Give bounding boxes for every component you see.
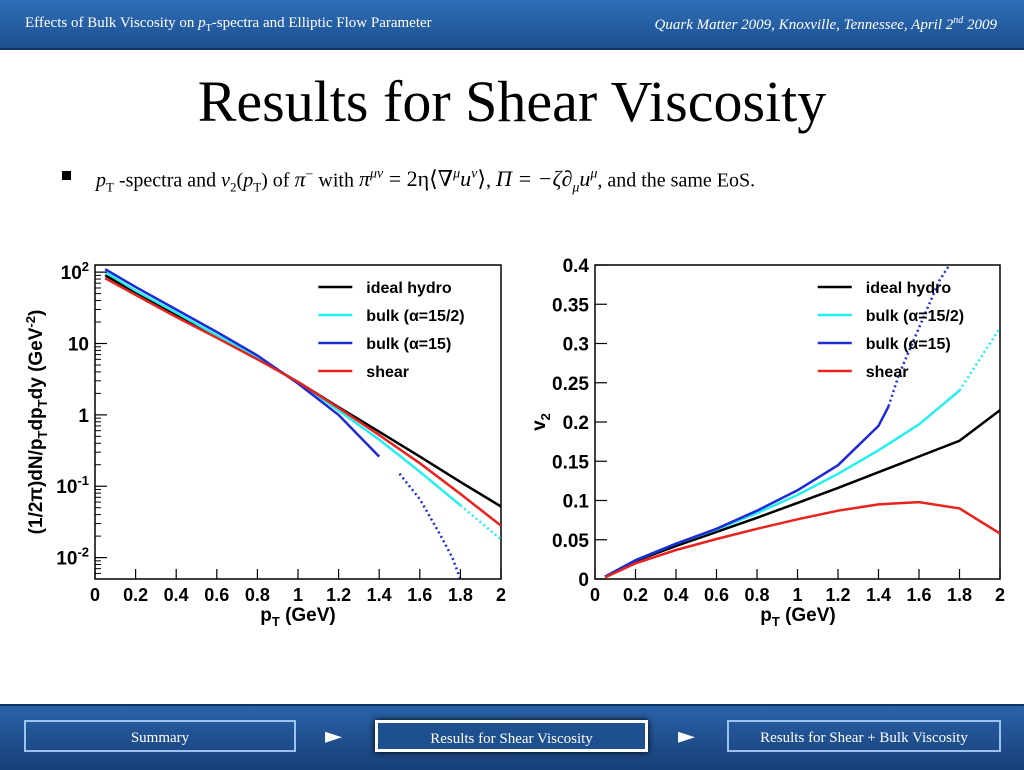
legend-label: ideal hydro bbox=[366, 280, 452, 297]
v2-x-axis-label: pT (GeV) bbox=[760, 605, 836, 629]
series-extrapolation-bulk-15- bbox=[398, 472, 462, 579]
y-tick-label: 102 bbox=[61, 259, 89, 284]
y-tick-label: 1 bbox=[78, 406, 89, 427]
x-tick-label: 1.6 bbox=[407, 585, 432, 605]
nav-arrow-icon: ► bbox=[325, 724, 342, 749]
spectra-chart: 0 0.2 0.4 0.6 0.8 1 1.2 1.4 1.6 1.8 2 102 10 1 10-1 10… bbox=[23, 259, 506, 629]
x-tick-label: 0.8 bbox=[744, 585, 769, 605]
series-line-bulk-15- bbox=[604, 405, 890, 578]
bullet-text: pT -spectra and v2(pT) of π− with πμν = … bbox=[96, 166, 756, 196]
v2-chart: 0 0.2 0.4 0.6 0.8 1 1.2 1.4 1.6 1.8 2 0 0.05 0.1 0.15… bbox=[529, 256, 1005, 629]
y-tick-label: 0.3 bbox=[563, 335, 589, 356]
series-line-bulk-15- bbox=[104, 268, 381, 458]
series-line-shear bbox=[104, 277, 501, 527]
nav-current-button[interactable]: Results for Shear Viscosity bbox=[375, 720, 648, 752]
shear-equation: πμν = 2η⟨∇μuν⟩ bbox=[358, 166, 486, 192]
y-tick-label: 0 bbox=[578, 570, 589, 591]
legend-label: shear bbox=[866, 364, 909, 381]
presentation-title: Effects of Bulk Viscosity on pT-spectra … bbox=[25, 15, 432, 34]
x-tick-label: 0.6 bbox=[704, 585, 729, 605]
y-tick-label: 10 bbox=[68, 335, 89, 356]
legend-label: bulk (α=15) bbox=[366, 336, 451, 353]
x-tick-label: 1.2 bbox=[825, 585, 850, 605]
x-tick-label: 1.8 bbox=[947, 585, 972, 605]
y-tick-label: 0.2 bbox=[563, 413, 589, 434]
y-tick-label: 0.05 bbox=[552, 531, 589, 552]
y-tick-label: 10-1 bbox=[56, 473, 89, 498]
x-tick-label: 2 bbox=[496, 585, 506, 605]
spectra-y-axis-label: (1/2π)dN/pTdpTdy (GeV-2) bbox=[23, 310, 50, 535]
navigation-bar: Summary ► Results for Shear Viscosity ► … bbox=[0, 704, 1024, 770]
x-tick-label: 1 bbox=[293, 585, 303, 605]
series-line-shear bbox=[604, 500, 1000, 579]
nav-summary-button[interactable]: Summary bbox=[24, 720, 296, 752]
slide-title: Results for Shear Viscosity bbox=[197, 69, 827, 134]
series-line-ideal-hydro bbox=[604, 409, 1000, 578]
x-tick-label: 1.6 bbox=[906, 585, 931, 605]
x-tick-label: 1.8 bbox=[448, 585, 473, 605]
y-tick-label: 0.4 bbox=[563, 256, 590, 277]
x-tick-label: 0.2 bbox=[623, 585, 648, 605]
x-tick-label: 0.6 bbox=[204, 585, 229, 605]
conference-info: Quark Matter 2009, Knoxville, Tennessee,… bbox=[654, 15, 997, 33]
v2-legend: ideal hydro bulk (α=15/2) bulk (α=15) shear bbox=[817, 280, 964, 381]
x-tick-label: 1.2 bbox=[326, 585, 351, 605]
x-tick-label: 1.4 bbox=[367, 585, 392, 605]
bullet-square-icon bbox=[62, 171, 71, 180]
nav-next-button[interactable]: Results for Shear + Bulk Viscosity bbox=[727, 720, 1001, 752]
legend-label: bulk (α=15) bbox=[866, 336, 951, 353]
y-tick-label: 0.25 bbox=[552, 374, 589, 395]
legend-label: ideal hydro bbox=[866, 280, 952, 297]
y-tick-label: 0.1 bbox=[563, 492, 590, 513]
y-tick-label: 10-2 bbox=[56, 545, 89, 570]
x-tick-label: 1.4 bbox=[866, 585, 891, 605]
y-tick-label: 0.35 bbox=[552, 295, 589, 316]
x-tick-label: 0.4 bbox=[663, 585, 688, 605]
bulk-equation: Π = −ζ∂μuμ bbox=[495, 166, 598, 196]
x-tick-label: 1 bbox=[792, 585, 802, 605]
series-line-bulk-15-2- bbox=[604, 389, 961, 578]
series-extrapolation-bulk-15- bbox=[887, 265, 951, 407]
x-tick-label: 2 bbox=[995, 585, 1005, 605]
legend-label: bulk (α=15/2) bbox=[866, 308, 964, 325]
spectra-legend: ideal hydro bulk (α=15/2) bulk (α=15) shear bbox=[318, 280, 465, 381]
series-extrapolation-bulk-15-2- bbox=[958, 327, 1000, 392]
legend-label: shear bbox=[366, 364, 409, 381]
x-tick-label: 0 bbox=[90, 585, 100, 605]
x-tick-label: 0.2 bbox=[123, 585, 148, 605]
x-tick-label: 0.8 bbox=[245, 585, 270, 605]
y-tick-label: 0.15 bbox=[552, 452, 589, 473]
x-tick-label: 0.4 bbox=[164, 585, 189, 605]
v2-y-axis-label: v2 bbox=[529, 413, 553, 431]
x-tick-label: 0 bbox=[590, 585, 600, 605]
spectra-x-axis-label: pT (GeV) bbox=[260, 605, 336, 629]
series-extrapolation-bulk-15-2- bbox=[459, 504, 501, 541]
nav-arrow-icon: ► bbox=[678, 724, 695, 749]
legend-label: bulk (α=15/2) bbox=[366, 308, 464, 325]
header-bar: Effects of Bulk Viscosity on pT-spectra … bbox=[0, 0, 1024, 50]
